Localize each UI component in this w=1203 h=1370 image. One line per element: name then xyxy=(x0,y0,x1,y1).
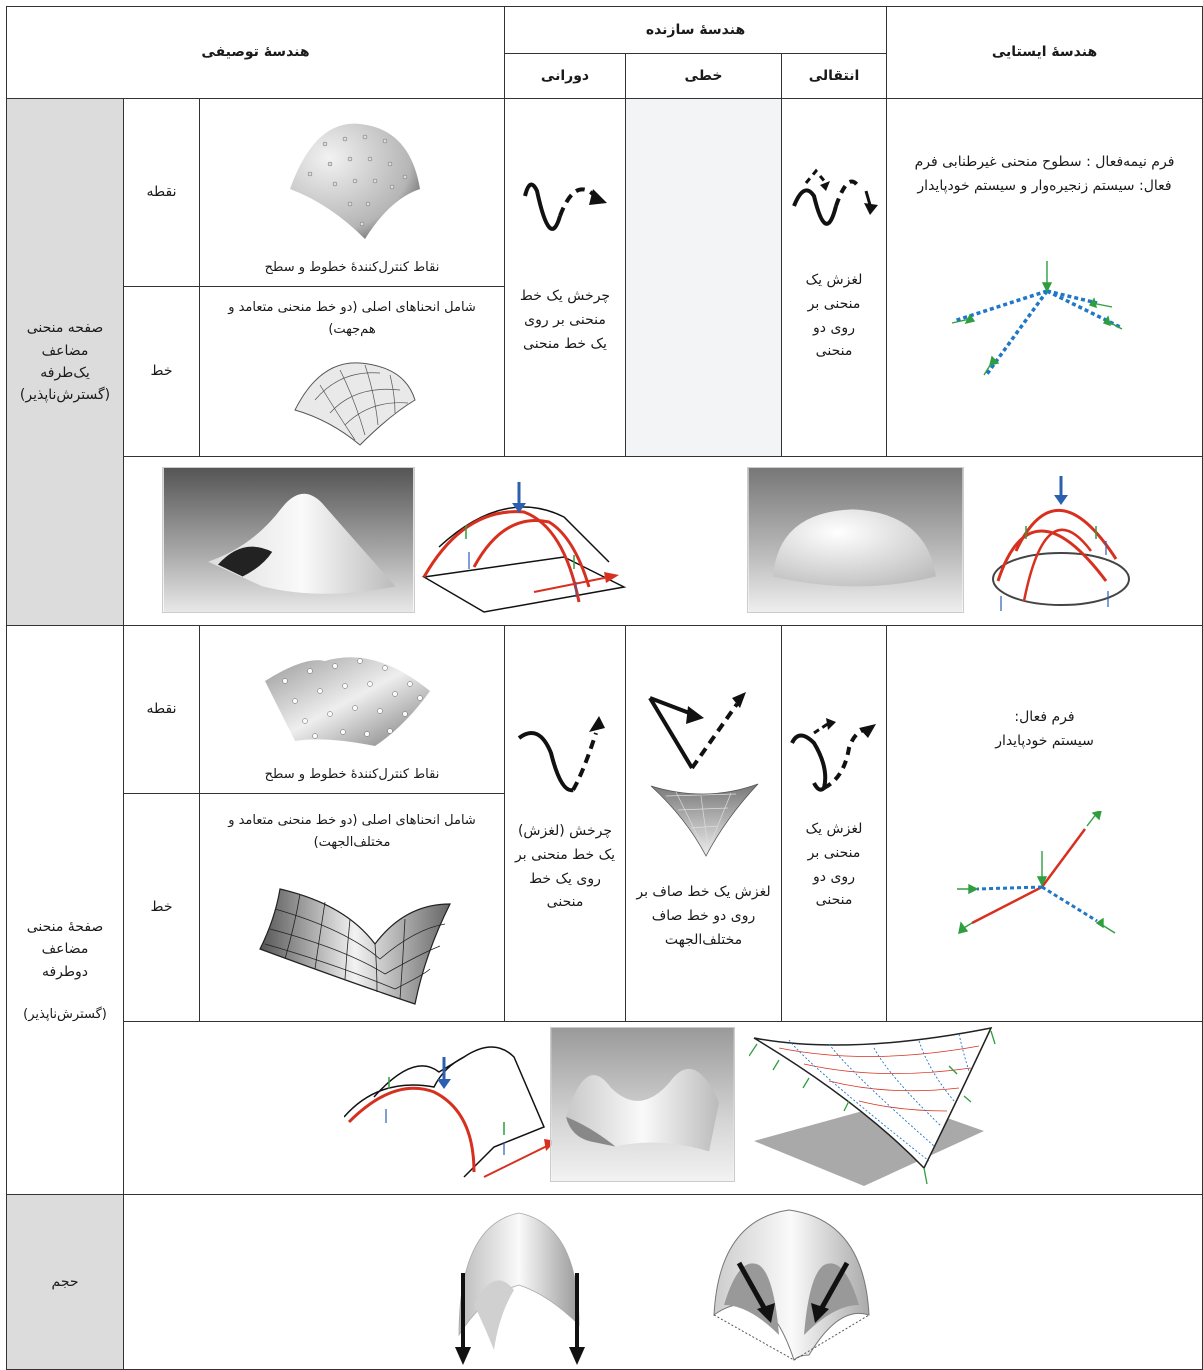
section2-static-title: فرم فعال: xyxy=(1014,709,1075,725)
section2-point-label: نقطه xyxy=(123,625,200,794)
section2-line-label: خط xyxy=(123,793,200,1022)
section2-rotational-cell: چرخش (لغزش) یک خط منحنی بر روی یک خط منح… xyxy=(504,625,626,1022)
grid-dome-figure xyxy=(294,362,416,446)
section1-images-row xyxy=(123,456,1203,626)
section2-static-body: سیستم خودپایدار xyxy=(995,733,1094,749)
section2-translational-text: لغزش یک منحنی بر روی دو منحنی xyxy=(805,821,863,909)
linear-arrow-diagram xyxy=(648,692,746,770)
translational-arrow-diagram xyxy=(792,168,878,226)
header-rotational: دورانی xyxy=(504,53,626,99)
section2-label-line: مضاعف xyxy=(41,941,89,958)
force-diagram-1 xyxy=(951,261,1123,376)
translational-curve-diagram-1 xyxy=(421,482,627,613)
dotted-saddle-figure xyxy=(265,657,430,746)
header-constructive-geometry: هندسهٔ سازنده xyxy=(504,6,887,54)
force-diagram-2 xyxy=(957,811,1116,934)
section1-static-text: فرم نیمه‌فعال : سطوح منحنی غیرطنابی فرم … xyxy=(914,154,1175,194)
vaulted-shell-figure-2 xyxy=(713,1209,870,1361)
double-curved-shell-render xyxy=(550,1027,735,1182)
section2-label-line: صفحهٔ منحنی xyxy=(26,919,104,935)
section1-rotational-cell: چرخش یک خط منحنی بر روی یک خط منحنی xyxy=(504,98,626,457)
hypar-net-diagram xyxy=(749,1026,996,1186)
section2-images-row xyxy=(123,1021,1203,1195)
hypar-figure xyxy=(650,783,759,857)
rotational-arrow-diagram xyxy=(523,182,607,231)
section1-static-cell: فرم نیمه‌فعال : سطوح منحنی غیرطنابی فرم … xyxy=(886,98,1203,457)
section1-point-caption: نقاط کنترل‌کنندهٔ خطوط و سطح xyxy=(264,260,440,275)
section2-category-label: صفحهٔ منحنی مضاعف دوطرفه (گسترش‌ناپذیر) xyxy=(6,625,124,1195)
section1-line-label: خط xyxy=(123,286,200,457)
section3-images-row xyxy=(123,1194,1203,1370)
section2-point-cell: نقاط کنترل‌کنندهٔ خطوط و سطح xyxy=(199,625,505,794)
grid-saddle-figure xyxy=(259,888,451,1005)
parabolic-shell-render xyxy=(162,467,415,613)
dome-render xyxy=(747,467,964,613)
section1-point-label: نقطه xyxy=(123,98,200,287)
header-linear: خطی xyxy=(625,53,782,99)
section1-point-cell: نقاط کنترل‌کنندهٔ خطوط و سطح xyxy=(199,98,505,287)
section2-linear-cell: لغزش یک خط صاف بر روی دو خط صاف مختلف‌ال… xyxy=(625,625,782,1022)
section2-static-cell: فرم فعال: سیستم خودپایدار xyxy=(886,625,1203,1022)
section2-linear-text: لغزش یک خط صاف بر روی دو خط صاف مختلف‌ال… xyxy=(636,884,771,948)
header-translational: انتقالی xyxy=(781,53,887,99)
section2-line-caption: شامل انحناهای اصلی (دو خط منحنی متعامد و… xyxy=(228,813,476,851)
section1-label-line: (گسترش‌ناپذیر) xyxy=(19,387,111,404)
section2-point-caption: نقاط کنترل‌کنندهٔ خطوط و سطح xyxy=(264,767,440,782)
section1-linear-cell xyxy=(625,98,782,457)
translational-arrow-diagram-2 xyxy=(790,718,876,792)
rotational-arrow-diagram-2 xyxy=(517,716,605,793)
section1-line-caption: شامل انحناهای اصلی (دو خط منحنی متعامد و… xyxy=(228,300,476,338)
ring-arch-diagram xyxy=(992,476,1130,611)
header-static-geometry: هندسهٔ ایستایی xyxy=(886,6,1203,99)
vaulted-shell-figure-1 xyxy=(455,1212,585,1365)
header-descriptive-geometry: هندسهٔ توصیفی xyxy=(6,6,505,99)
section3-category-label: حجم xyxy=(6,1194,124,1370)
section2-line-cell: شامل انحناهای اصلی (دو خط منحنی متعامد و… xyxy=(199,793,505,1022)
dotted-dome-figure xyxy=(290,123,420,239)
section1-translational-text: لغزش یک منحنی بر روی دو منحنی xyxy=(805,272,863,360)
section2-label-line: (گسترش‌ناپذیر) xyxy=(23,1007,107,1023)
section2-label-line: دوطرفه xyxy=(41,963,89,980)
section1-label-line: یک‌طرفه xyxy=(40,365,90,381)
section1-rotational-text: چرخش یک خط منحنی بر روی یک خط منحنی xyxy=(519,288,611,352)
section2-rotational-text: چرخش (لغزش) یک خط منحنی بر روی یک خط منح… xyxy=(515,823,615,911)
section1-line-cell: شامل انحناهای اصلی (دو خط منحنی متعامد و… xyxy=(199,286,505,457)
section1-category-label: صفحه منحنی مضاعف یک‌طرفه (گسترش‌ناپذیر) xyxy=(6,98,124,626)
section1-label-line: مضاعف xyxy=(41,342,89,359)
section1-label-line: صفحه منحنی xyxy=(26,320,104,337)
section2-translational-cell: لغزش یک منحنی بر روی دو منحنی xyxy=(781,625,887,1022)
translational-curve-diagram-2 xyxy=(344,1046,554,1178)
section1-translational-cell: لغزش یک منحنی بر روی دو منحنی xyxy=(781,98,887,457)
